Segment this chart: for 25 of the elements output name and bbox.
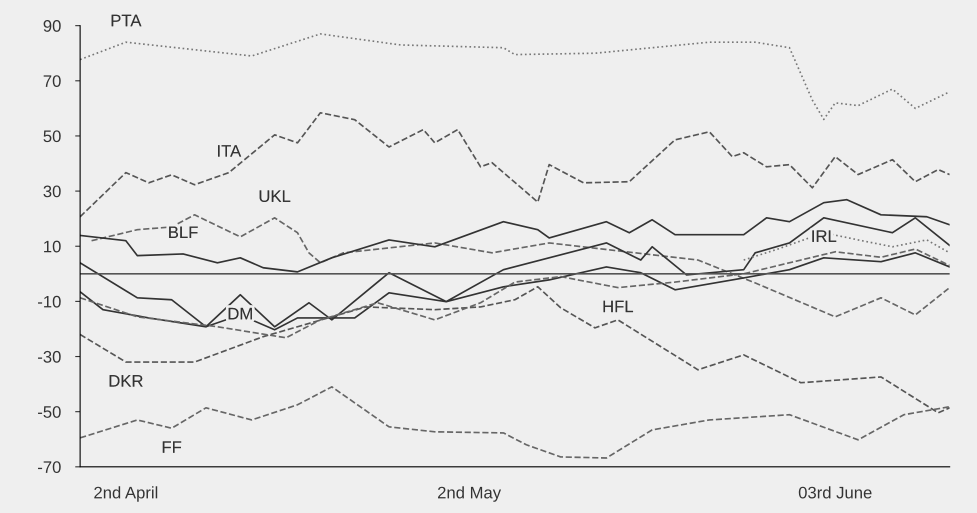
annotation: IRL [812,230,836,242]
line-series [80,286,950,414]
y-tick-label: -70 [38,461,61,474]
annotation: PTA [112,14,142,26]
annotation: DKR [110,375,143,387]
annotation: UKL [260,190,290,202]
x-tick-label: 03rd June [798,486,872,499]
annotation: BLF [169,226,198,238]
x-tick-label: 2nd April [94,486,158,502]
y-tick-label: 50 [43,130,61,142]
x-tick-label: 2nd May [438,486,502,502]
y-tick-label: 70 [44,75,61,87]
y-tick-label: -10 [38,296,61,308]
annotation: FF [162,441,182,453]
y-tick-label: -30 [38,350,61,363]
y-tick-label: 90 [44,20,61,32]
annotation: ITA [218,145,242,157]
y-tick-label: 30 [43,185,61,198]
line-series [80,386,950,459]
y-tick-label: -50 [38,406,61,418]
line-series [742,232,950,261]
y-tick-label: 10 [44,240,61,252]
annotation: HFL [603,300,634,312]
line-series [80,33,950,120]
line-series [80,112,950,218]
